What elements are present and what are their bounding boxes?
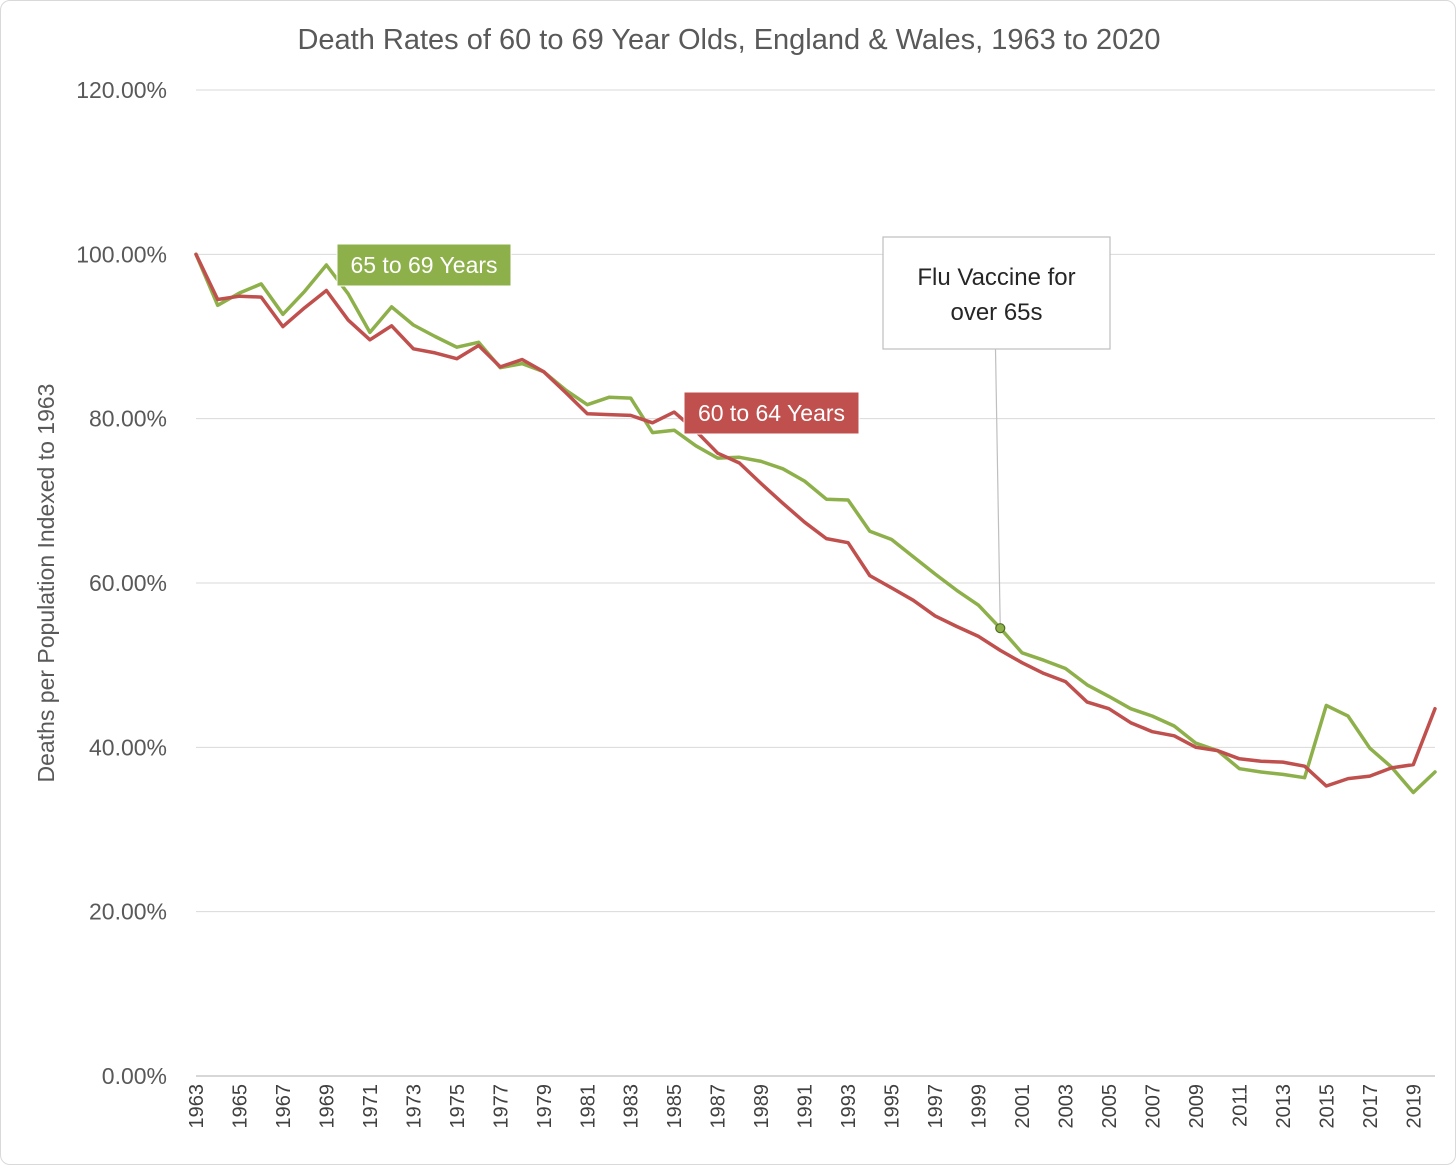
x-tick-label: 2011 (1229, 1084, 1251, 1127)
series-label-65-69-bg (336, 243, 512, 287)
x-tick-label: 1999 (969, 1084, 991, 1129)
x-tick-label: 1977 (490, 1084, 512, 1129)
y-tick-label: 0.00% (102, 1063, 167, 1089)
y-tick-label: 60.00% (89, 570, 167, 596)
x-tick-label: 2019 (1403, 1084, 1425, 1129)
callout: Flu Vaccine for over 65s (882, 236, 1111, 634)
series-labels: 65 to 69 Years 60 to 64 Years (336, 243, 860, 435)
series-line-65-69 (194, 252, 1437, 795)
x-tick-label: 1985 (664, 1084, 686, 1129)
x-tick-label: 2017 (1360, 1084, 1382, 1129)
x-tick-label: 1963 (186, 1084, 208, 1129)
x-tick-label: 1973 (403, 1084, 425, 1129)
x-tick-label: 2001 (1012, 1084, 1034, 1129)
series-lines (194, 252, 1437, 795)
callout-text-line1: Flu Vaccine for (917, 264, 1075, 291)
x-tick-label: 1991 (795, 1084, 817, 1129)
x-tick-labels: 1963 1965 1967 1969 1971 1973 1975 1977 1979 1981… (186, 1084, 1425, 1129)
y-tick-label: 100.00% (76, 241, 167, 267)
chart-title: Death Rates of 60 to 69 Year Olds, Engla… (297, 24, 1160, 56)
x-tick-label: 1965 (229, 1084, 251, 1129)
x-tick-label: 1989 (751, 1084, 773, 1129)
x-tick-label: 2005 (1099, 1084, 1121, 1129)
x-tick-label: 2009 (1186, 1084, 1208, 1129)
callout-marker (995, 623, 1006, 634)
y-tick-labels: 0.00% 20.00% 40.00% 60.00% 80.00% 100.00% 120.… (76, 77, 167, 1089)
y-tick-label: 20.00% (89, 899, 167, 925)
x-tick-label: 2007 (1142, 1084, 1164, 1129)
y-axis-label: Deaths per Population Indexed to 1963 (33, 384, 59, 783)
x-tick-label: 1995 (882, 1084, 904, 1129)
callout-box (882, 236, 1111, 350)
x-tick-label: 2003 (1055, 1084, 1077, 1129)
series-line-60-64 (194, 252, 1437, 788)
x-tick-label: 1983 (621, 1084, 643, 1129)
x-tick-label: 1969 (316, 1084, 338, 1129)
x-tick-label: 2013 (1273, 1084, 1295, 1129)
callout-text-line2: over 65s (950, 299, 1042, 326)
x-tick-label: 1979 (534, 1084, 556, 1129)
y-tick-label: 80.00% (89, 406, 167, 432)
series-label-65-69: 65 to 69 Years (350, 252, 497, 278)
callout-leader-line (994, 348, 1001, 629)
y-tick-label: 40.00% (89, 734, 167, 760)
x-tick-label: 1997 (925, 1084, 947, 1129)
x-tick-label: 1993 (838, 1084, 860, 1129)
y-tick-label: 120.00% (76, 77, 167, 103)
x-tick-label: 2015 (1316, 1084, 1338, 1129)
series-label-60-64: 60 to 64 Years (698, 400, 845, 426)
x-tick-label: 1975 (447, 1084, 469, 1129)
series-label-60-64-bg (683, 391, 860, 435)
x-tick-label: 1971 (360, 1084, 382, 1129)
gridlines (196, 89, 1435, 1077)
x-tick-label: 1981 (577, 1084, 599, 1129)
x-tick-label: 1987 (708, 1084, 730, 1129)
x-tick-label: 1967 (273, 1084, 295, 1129)
